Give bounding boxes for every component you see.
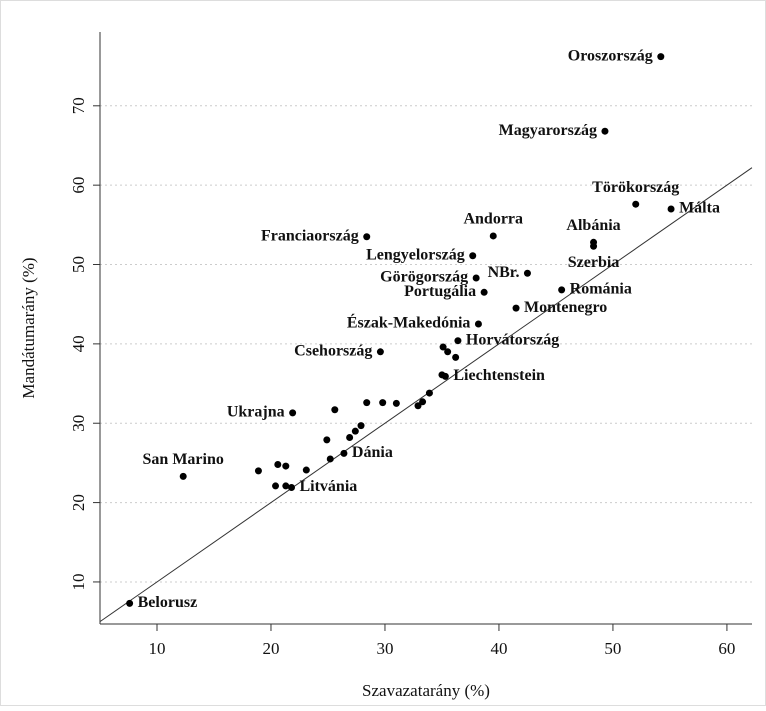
point — [289, 409, 297, 417]
y-axis-label: Mandátumarány (%) — [19, 257, 38, 398]
y-tick-label: 30 — [69, 415, 88, 432]
point-label: Horvátország — [466, 331, 559, 348]
point — [454, 337, 462, 345]
y-tick-label: 40 — [69, 335, 88, 352]
point — [331, 406, 339, 414]
point-label: Magyarország — [499, 122, 597, 139]
y-tick-label: 70 — [69, 97, 88, 114]
point-label: Albánia — [566, 217, 620, 234]
diagonal-line — [99, 167, 753, 623]
point — [357, 422, 365, 430]
point-label: NBr. — [488, 264, 520, 281]
point — [179, 472, 187, 480]
point — [274, 460, 282, 468]
point — [340, 449, 348, 457]
point-label: Románia — [570, 281, 632, 298]
point — [392, 399, 400, 407]
point-label: Ukrajna — [227, 404, 285, 421]
point-label: Törökország — [592, 179, 679, 196]
point-label: Dánia — [352, 444, 393, 461]
point — [376, 348, 384, 356]
point — [438, 371, 446, 379]
point-label: Oroszország — [568, 47, 653, 64]
point — [590, 242, 598, 250]
point — [363, 399, 371, 407]
point-label: Liechtenstein — [453, 367, 545, 384]
y-tick-label: 10 — [69, 573, 88, 590]
point-label: Csehország — [294, 342, 372, 359]
point-label: Görögország — [380, 269, 468, 286]
point-label: Belorusz — [138, 594, 198, 611]
point — [351, 427, 359, 435]
x-tick-label: 30 — [376, 639, 393, 658]
point-label: San Marino — [143, 451, 224, 468]
point — [444, 348, 452, 356]
x-tick-label: 10 — [148, 639, 165, 658]
point — [452, 353, 460, 361]
y-tick-label: 20 — [69, 494, 88, 511]
point — [346, 434, 354, 442]
y-tick-label: 60 — [69, 177, 88, 194]
point — [363, 233, 371, 241]
point — [657, 53, 665, 61]
x-tick-label: 60 — [718, 639, 735, 658]
point — [558, 286, 566, 294]
point — [419, 398, 427, 406]
point — [489, 232, 497, 240]
point — [254, 467, 262, 475]
point — [469, 252, 477, 260]
point — [287, 484, 295, 492]
point — [379, 399, 387, 407]
point — [480, 288, 488, 296]
point — [601, 127, 609, 135]
point-label: Andorra — [463, 211, 523, 228]
point — [472, 274, 480, 282]
point-label: Málta — [679, 200, 720, 217]
point-label: Montenegro — [524, 299, 607, 316]
point — [523, 269, 531, 277]
point — [326, 455, 334, 463]
point — [632, 200, 640, 208]
x-tick-label: 50 — [604, 639, 621, 658]
point-label: Portugália — [404, 283, 476, 300]
x-tick-label: 20 — [262, 639, 279, 658]
point — [272, 482, 280, 490]
point — [414, 402, 422, 410]
point — [302, 466, 310, 474]
point-label: Franciaország — [261, 227, 359, 244]
x-tick-label: 40 — [490, 639, 507, 658]
point-label: Észak-Makedónia — [347, 313, 471, 332]
point-label: Lengyelország — [366, 246, 465, 263]
point — [282, 482, 290, 490]
x-axis-label: Szavazatarány (%) — [362, 681, 490, 700]
point — [474, 320, 482, 328]
point — [126, 599, 134, 607]
point-label: Szerbia — [568, 254, 620, 271]
point — [282, 462, 290, 470]
point — [439, 343, 447, 351]
y-tick-label: 50 — [69, 256, 88, 273]
point — [667, 205, 675, 213]
point — [323, 436, 331, 444]
point — [512, 304, 520, 312]
point — [425, 389, 433, 397]
point-label: Litvánia — [299, 478, 357, 495]
